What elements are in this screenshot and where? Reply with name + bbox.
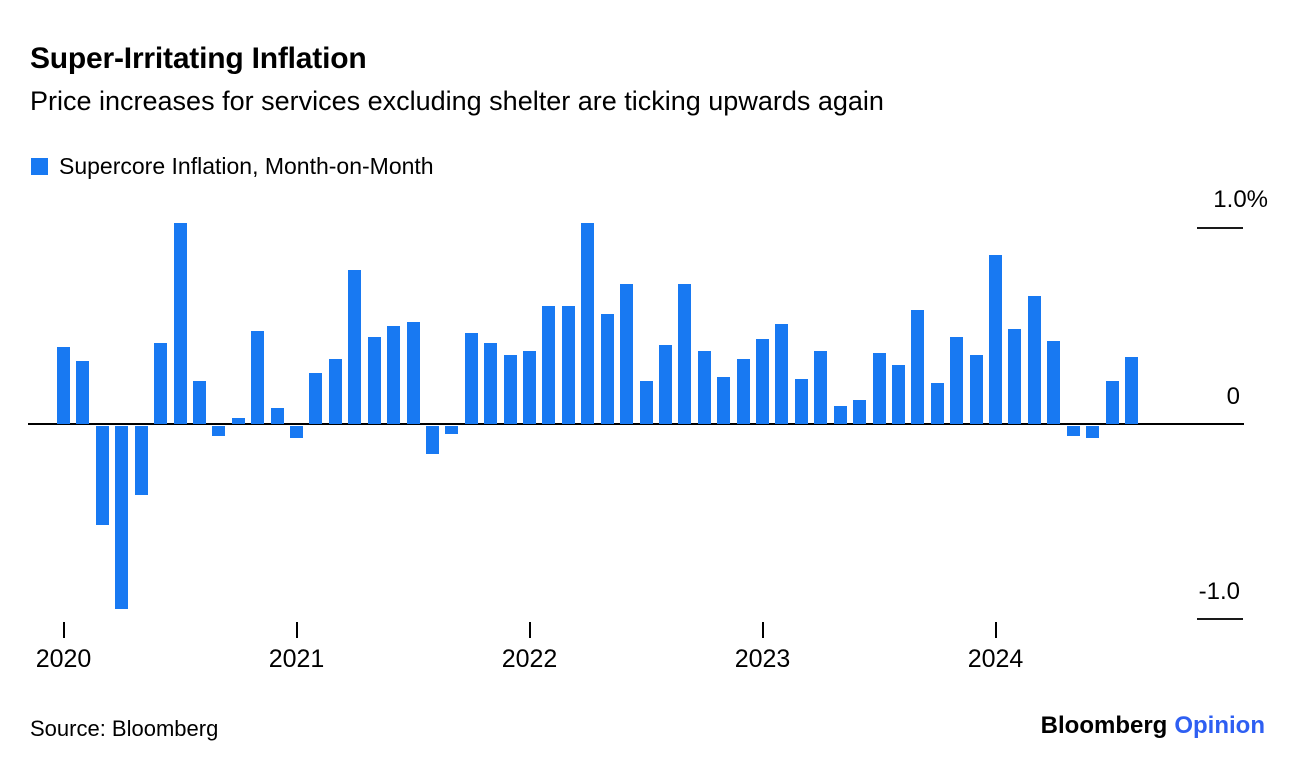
bar-2021-12 bbox=[503, 355, 517, 424]
bar-2024-05 bbox=[1066, 426, 1080, 436]
y-tick-line-1 bbox=[1197, 227, 1243, 229]
bar-2022-07 bbox=[639, 380, 653, 424]
bar-2023-06 bbox=[853, 400, 867, 424]
bar-2023-09 bbox=[911, 309, 925, 424]
source-note: Source: Bloomberg bbox=[30, 716, 219, 741]
x-tick-2021 bbox=[295, 622, 298, 638]
bar-2023-05 bbox=[833, 406, 847, 424]
y-tick-label-0: 0 bbox=[1226, 383, 1240, 410]
bar-2021-07 bbox=[406, 321, 420, 424]
legend: Supercore Inflation, Month-on-Month bbox=[31, 153, 434, 180]
x-tick-label-2022: 2022 bbox=[501, 645, 558, 673]
zero-axis-line bbox=[28, 423, 1244, 425]
logo-bloomberg-text: Bloomberg bbox=[1040, 712, 1168, 739]
bar-2024-07 bbox=[1105, 380, 1119, 424]
bar-2021-02 bbox=[309, 372, 323, 424]
x-tick-2020 bbox=[62, 622, 65, 638]
bar-2021-04 bbox=[348, 270, 362, 424]
bar-2022-03 bbox=[561, 305, 575, 424]
bar-2022-06 bbox=[620, 284, 634, 424]
bar-2023-07 bbox=[872, 353, 886, 424]
bar-2020-06 bbox=[154, 343, 168, 424]
bar-2024-03 bbox=[1027, 295, 1041, 424]
bar-2020-03 bbox=[95, 426, 109, 525]
bar-2024-04 bbox=[1047, 341, 1061, 424]
bar-2023-03 bbox=[794, 378, 808, 424]
bar-2022-01 bbox=[523, 351, 536, 424]
bar-2022-05 bbox=[600, 313, 614, 424]
bar-2022-09 bbox=[678, 284, 692, 424]
legend-swatch-icon bbox=[31, 158, 48, 175]
bar-2020-09 bbox=[212, 426, 226, 436]
bar-2023-11 bbox=[950, 337, 964, 424]
bar-2020-07 bbox=[173, 223, 187, 424]
x-tick-2022 bbox=[528, 622, 531, 638]
bar-2021-11 bbox=[484, 343, 498, 424]
bar-2023-10 bbox=[930, 382, 944, 424]
bar-2024-06 bbox=[1086, 426, 1100, 438]
bar-2020-10 bbox=[231, 418, 245, 424]
x-tick-label-2020: 2020 bbox=[35, 645, 92, 673]
x-tick-label-2021: 2021 bbox=[268, 645, 325, 673]
bar-2024-01 bbox=[989, 254, 1003, 424]
bar-2021-05 bbox=[367, 337, 381, 424]
bar-2020-05 bbox=[134, 426, 148, 495]
legend-label: Supercore Inflation, Month-on-Month bbox=[59, 153, 434, 179]
y-tick-line--1 bbox=[1197, 618, 1243, 620]
bloomberg-opinion-logo: Bloomberg Opinion bbox=[1041, 712, 1265, 740]
bar-2022-11 bbox=[717, 376, 731, 424]
bar-2021-08 bbox=[425, 426, 439, 454]
bar-2022-10 bbox=[697, 351, 711, 424]
bar-2023-12 bbox=[969, 355, 983, 424]
bar-2020-01 bbox=[57, 347, 70, 424]
bar-2020-08 bbox=[192, 380, 206, 424]
bar-2020-04 bbox=[115, 426, 129, 610]
chart-title: Super-Irritating Inflation bbox=[30, 42, 367, 75]
bar-2021-06 bbox=[387, 325, 401, 424]
bar-2023-01 bbox=[756, 339, 769, 424]
x-tick-2023 bbox=[761, 622, 764, 638]
bar-2021-09 bbox=[445, 426, 459, 434]
bar-2022-02 bbox=[542, 305, 556, 424]
bar-2023-08 bbox=[891, 364, 905, 424]
y-tick-label-1: 1.0% bbox=[1213, 186, 1268, 213]
bar-2020-02 bbox=[76, 360, 90, 424]
y-tick-label--1: -1.0 bbox=[1198, 578, 1240, 605]
chart-subtitle: Price increases for services excluding s… bbox=[30, 86, 884, 116]
bar-2024-02 bbox=[1008, 329, 1022, 424]
bar-2020-11 bbox=[251, 331, 265, 424]
x-tick-label-2023: 2023 bbox=[734, 645, 791, 673]
bar-2020-12 bbox=[270, 408, 284, 424]
bar-2021-10 bbox=[464, 333, 478, 424]
bar-2021-03 bbox=[328, 358, 342, 424]
bar-2021-01 bbox=[290, 426, 303, 438]
bar-2022-08 bbox=[658, 345, 672, 424]
logo-opinion-text: Opinion bbox=[1174, 712, 1265, 739]
x-tick-2024 bbox=[994, 622, 997, 638]
x-tick-label-2024: 2024 bbox=[967, 645, 1024, 673]
bar-2022-12 bbox=[736, 358, 750, 424]
bar-2023-04 bbox=[814, 351, 828, 424]
bar-2022-04 bbox=[581, 223, 595, 424]
bar-2024-08 bbox=[1124, 357, 1138, 424]
bar-2023-02 bbox=[775, 323, 789, 424]
